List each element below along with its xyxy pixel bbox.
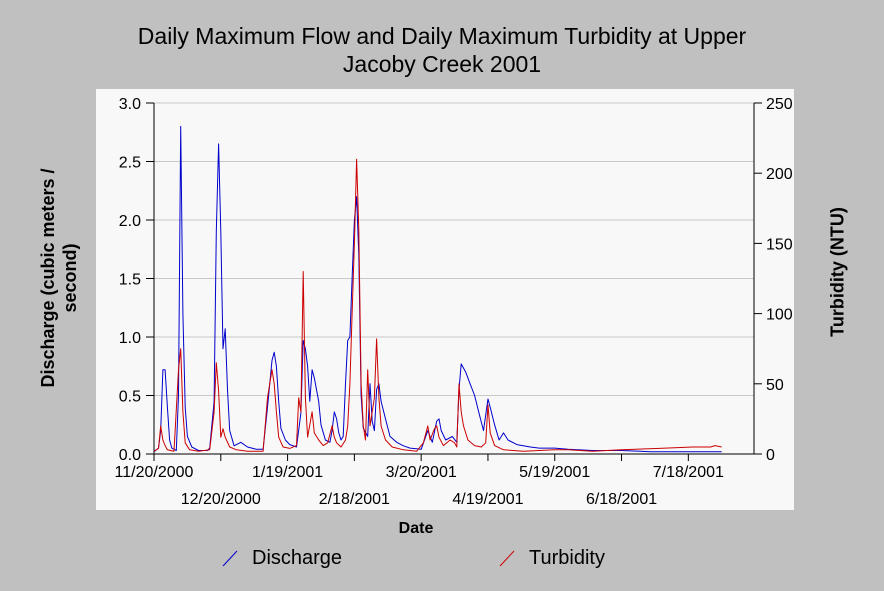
y-left-tick-label-5: 2.5 — [119, 155, 141, 172]
y-right-tick-label-3: 150 — [766, 236, 793, 253]
chart-title-line-2: Jacoby Creek 2001 — [342, 51, 542, 77]
chart-svg: 0.0 0.5 1.0 1.5 2.0 2.5 3.0 0 50 100 150 200 250 11/2… — [115, 96, 793, 508]
y-left-tick-label-0: 0.0 — [119, 447, 141, 464]
chart-title-line-1: Daily Maximum Flow and Daily Maximum Tur… — [137, 23, 747, 49]
y-right-tick-label-2: 100 — [766, 307, 793, 324]
y-axis-left-label-line-1: Discharge (cubic meters / — [38, 168, 58, 388]
legend-discharge-swatch — [222, 550, 238, 567]
y-right-tick-label-4: 200 — [766, 166, 793, 183]
legend-turbidity-swatch — [499, 550, 515, 567]
x-tick-label-lower-2: 4/19/2001 — [452, 491, 523, 508]
x-tick-label-upper-4: 7/18/2001 — [653, 464, 724, 481]
chart-title: Daily Maximum Flow and Daily Maximum Tur… — [0, 22, 884, 78]
y-left-tick-label-6: 3.0 — [119, 96, 141, 113]
series-line-turbidity — [153, 158, 722, 452]
y-right-tick-label-0: 0 — [766, 447, 775, 464]
y-left-tick-label-1: 0.5 — [119, 389, 141, 406]
x-axis-label: Date — [398, 520, 434, 537]
x-tick-label-upper-0: 11/20/2000 — [115, 464, 194, 481]
x-tick-label-lower-1: 2/18/2001 — [319, 491, 390, 508]
x-tick-label-lower-3: 6/18/2001 — [586, 491, 657, 508]
y-left-tick-label-4: 2.0 — [119, 213, 141, 230]
y-left-tick-label-3: 1.5 — [119, 272, 141, 289]
x-tick-label-lower-0: 12/20/2000 — [181, 491, 261, 508]
x-tick-label-upper-2: 3/20/2001 — [386, 464, 457, 481]
legend-discharge-label: Discharge — [252, 547, 343, 569]
legend-turbidity-label: Turbidity — [529, 547, 605, 569]
plot-panel: 0.0 0.5 1.0 1.5 2.0 2.5 3.0 0 50 100 150 200 250 11/2… — [96, 89, 794, 510]
y-axis-right-label-text: Turbidity (NTU) — [827, 207, 848, 337]
x-tick-label-upper-1: 1/19/2001 — [252, 464, 323, 481]
x-tick-label-upper-3: 5/19/2001 — [519, 464, 590, 481]
y-left-tick-label-2: 1.0 — [119, 330, 141, 347]
y-right-tick-label-5: 250 — [766, 96, 793, 113]
series-line-discharge — [153, 125, 722, 453]
y-right-tick-label-1: 50 — [766, 377, 784, 394]
y-axis-left-label-line-2: second) — [60, 243, 80, 313]
